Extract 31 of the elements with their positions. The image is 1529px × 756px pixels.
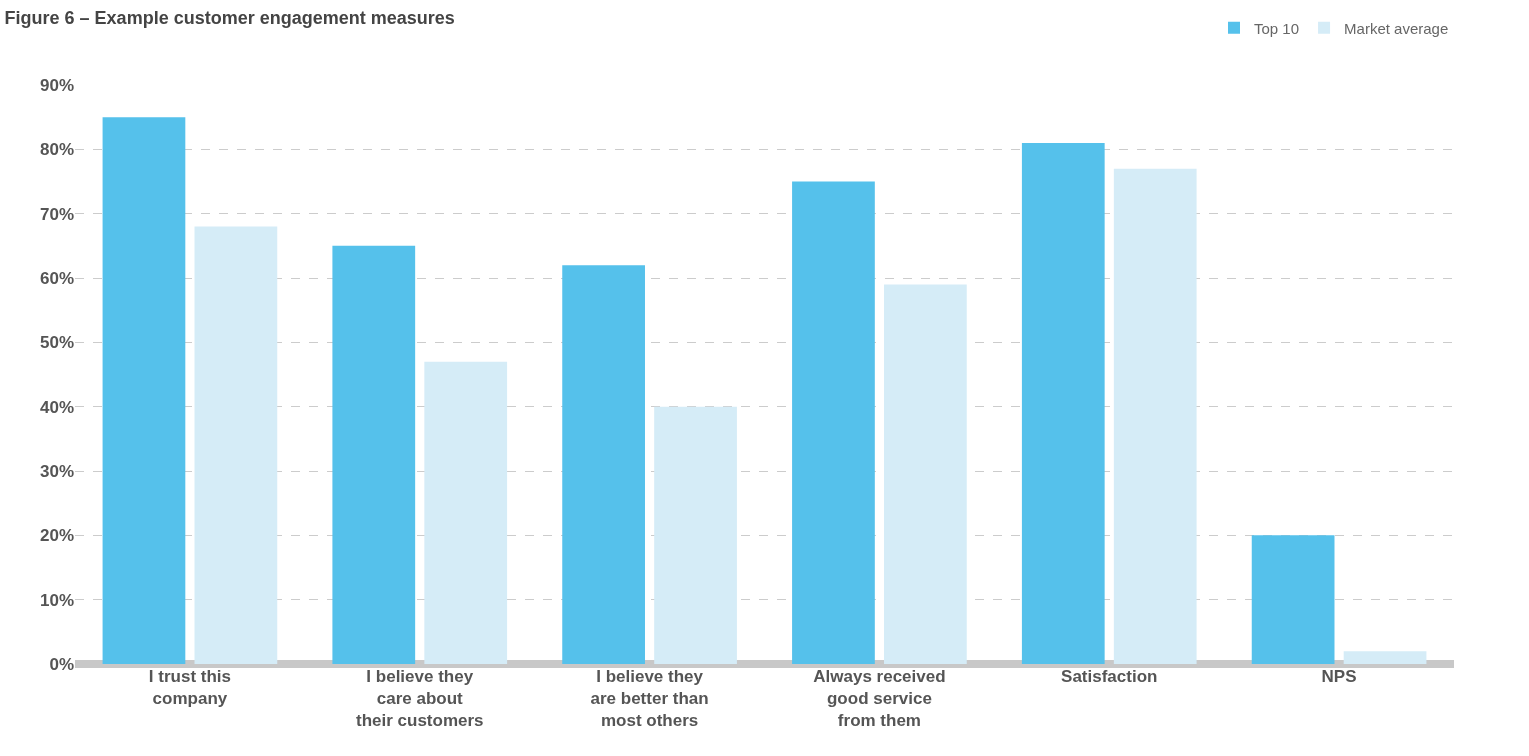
y-tick-label: 50% (39, 333, 74, 353)
y-tick-label: 20% (39, 526, 74, 546)
legend-label: Market average (1344, 19, 1449, 37)
bar (194, 226, 278, 664)
y-tick-label: 60% (39, 268, 74, 288)
y-tick-label: 70% (39, 204, 74, 224)
y-tick-label: 0% (49, 654, 74, 674)
y-tick-label: 40% (39, 397, 74, 417)
bar (332, 245, 416, 664)
x-tick-label: NPS (1321, 667, 1357, 686)
bar (1021, 142, 1105, 664)
x-tick-label: I believe they care about their customers (355, 667, 484, 731)
bar (1343, 651, 1427, 664)
x-tick-label: Always received good service from them (813, 667, 946, 731)
x-tick-label: Satisfaction (1061, 667, 1158, 686)
y-tick-label: 80% (39, 140, 74, 160)
x-tick-label: I trust this company (148, 667, 232, 709)
bar (102, 117, 186, 664)
y-tick-label: 90% (39, 75, 74, 95)
chart-title: Figure 6 – Example customer engagement measures (4, 7, 455, 28)
bar (562, 265, 645, 664)
x-tick-label: I believe they are better than most others (590, 667, 709, 731)
y-tick-label: 10% (39, 590, 74, 610)
y-tick-label: 30% (39, 461, 74, 481)
bar (884, 284, 967, 664)
bar (424, 361, 508, 664)
bar (1251, 535, 1335, 664)
bar (1113, 168, 1197, 664)
bar (654, 406, 737, 664)
legend-label: Top 10 (1254, 19, 1300, 37)
bar (792, 181, 875, 664)
